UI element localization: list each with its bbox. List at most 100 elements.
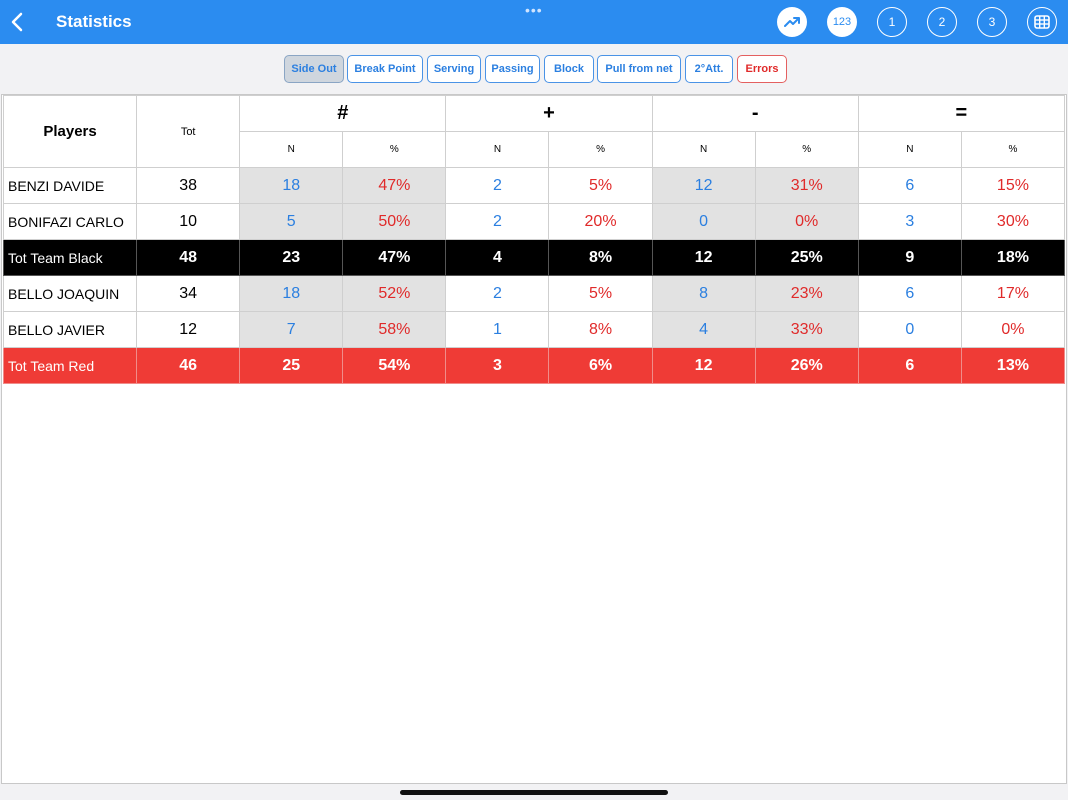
- table-row[interactable]: BONIFAZI CARLO 10 5 50% 2 20% 0 0% 3 30%: [2, 203, 1066, 240]
- cell-n: 9: [857, 239, 962, 276]
- home-indicator[interactable]: [400, 790, 668, 795]
- cell-n: 23: [239, 239, 344, 276]
- cell-n: 8: [651, 275, 756, 312]
- sub-header-n: N: [857, 131, 962, 168]
- grid-icon: [1034, 15, 1050, 29]
- sub-header-n: N: [239, 131, 344, 168]
- group-header-perfect: #: [239, 95, 447, 132]
- cell-n: 0: [651, 203, 756, 240]
- cell-n: 7: [239, 311, 344, 348]
- cell-pct: 26%: [754, 347, 859, 384]
- group-header-positive: +: [445, 95, 653, 132]
- cell-pct: 5%: [548, 167, 653, 204]
- cell-pct: 8%: [548, 311, 653, 348]
- cell-pct: 58%: [342, 311, 447, 348]
- table-row[interactable]: BENZI DAVIDE 38 18 47% 2 5% 12 31% 6 15%: [2, 167, 1066, 204]
- table-row[interactable]: BELLO JOAQUIN 34 18 52% 2 5% 8 23% 6 17%: [2, 275, 1066, 312]
- cell-n: 4: [445, 239, 550, 276]
- cell-pct: 47%: [342, 239, 447, 276]
- player-name: BELLO JAVIER: [2, 311, 138, 348]
- page-title: Statistics: [56, 12, 132, 31]
- cell-pct: 47%: [342, 167, 447, 204]
- player-total: 38: [136, 167, 241, 204]
- cell-n: 18: [239, 167, 344, 204]
- sub-header-pct: %: [342, 131, 447, 168]
- drag-handle[interactable]: •••: [525, 2, 543, 18]
- cell-n: 2: [445, 275, 550, 312]
- team-name: Tot Team Black: [2, 239, 138, 276]
- cell-n: 3: [857, 203, 962, 240]
- grid-button[interactable]: [1027, 7, 1057, 37]
- cell-pct: 20%: [548, 203, 653, 240]
- players-header: Players: [2, 95, 138, 168]
- cell-n: 6: [857, 275, 962, 312]
- player-total: 10: [136, 203, 241, 240]
- cell-n: 0: [857, 311, 962, 348]
- cell-pct: 5%: [548, 275, 653, 312]
- cell-pct: 0%: [754, 203, 859, 240]
- cell-pct: 18%: [960, 239, 1066, 276]
- stats-table: Players Tot # + - = N % N % N % N % BENZ…: [2, 95, 1066, 384]
- chevron-left-icon: [11, 12, 23, 32]
- set-1-button[interactable]: 1: [877, 7, 907, 37]
- team-total-row: Tot Team Black 48 23 47% 4 8% 12 25% 9 1…: [2, 239, 1066, 276]
- cell-pct: 6%: [548, 347, 653, 384]
- group-header-negative: -: [651, 95, 859, 132]
- cell-pct: 8%: [548, 239, 653, 276]
- group-header-error: =: [857, 95, 1066, 132]
- stats-panel: Players Tot # + - = N % N % N % N % BENZ…: [1, 94, 1067, 784]
- cell-n: 6: [857, 347, 962, 384]
- player-total: 34: [136, 275, 241, 312]
- team-total-row: Tot Team Red 46 25 54% 3 6% 12 26% 6 13%: [2, 347, 1066, 384]
- sub-header-pct: %: [754, 131, 859, 168]
- sub-header-n: N: [651, 131, 756, 168]
- player-name: BENZI DAVIDE: [2, 167, 138, 204]
- sub-header-pct: %: [548, 131, 653, 168]
- cell-pct: 54%: [342, 347, 447, 384]
- filter-pull-from-net[interactable]: Pull from net: [597, 55, 681, 83]
- team-total: 48: [136, 239, 241, 276]
- set-3-button[interactable]: 3: [977, 7, 1007, 37]
- player-name: BELLO JOAQUIN: [2, 275, 138, 312]
- trend-button[interactable]: [777, 7, 807, 37]
- cell-pct: 52%: [342, 275, 447, 312]
- filter-block[interactable]: Block: [544, 55, 594, 83]
- cell-n: 12: [651, 167, 756, 204]
- team-name: Tot Team Red: [2, 347, 138, 384]
- cell-pct: 17%: [960, 275, 1066, 312]
- filter-serving[interactable]: Serving: [427, 55, 481, 83]
- cell-n: 3: [445, 347, 550, 384]
- cell-pct: 50%: [342, 203, 447, 240]
- cell-n: 12: [651, 347, 756, 384]
- numbers-button[interactable]: 123: [827, 7, 857, 37]
- filter-break-point[interactable]: Break Point: [347, 55, 423, 83]
- filter-errors[interactable]: Errors: [737, 55, 787, 83]
- trend-icon: [784, 17, 800, 27]
- cell-n: 4: [651, 311, 756, 348]
- cell-n: 25: [239, 347, 344, 384]
- cell-pct: 13%: [960, 347, 1066, 384]
- cell-n: 6: [857, 167, 962, 204]
- nav-bar: Statistics ••• 123 1 2 3: [0, 0, 1068, 44]
- cell-pct: 23%: [754, 275, 859, 312]
- cell-pct: 15%: [960, 167, 1066, 204]
- cell-n: 18: [239, 275, 344, 312]
- cell-pct: 25%: [754, 239, 859, 276]
- filter-side-out[interactable]: Side Out: [284, 55, 344, 83]
- player-total: 12: [136, 311, 241, 348]
- player-name: BONIFAZI CARLO: [2, 203, 138, 240]
- cell-n: 2: [445, 167, 550, 204]
- cell-n: 12: [651, 239, 756, 276]
- back-button[interactable]: [8, 10, 28, 34]
- filter-second-attack[interactable]: 2°Att.: [685, 55, 733, 83]
- cell-n: 2: [445, 203, 550, 240]
- table-row[interactable]: BELLO JAVIER 12 7 58% 1 8% 4 33% 0 0%: [2, 311, 1066, 348]
- cell-n: 5: [239, 203, 344, 240]
- cell-pct: 33%: [754, 311, 859, 348]
- cell-n: 1: [445, 311, 550, 348]
- cell-pct: 0%: [960, 311, 1066, 348]
- tot-header: Tot: [136, 95, 241, 168]
- filter-passing[interactable]: Passing: [485, 55, 540, 83]
- sub-header-n: N: [445, 131, 550, 168]
- set-2-button[interactable]: 2: [927, 7, 957, 37]
